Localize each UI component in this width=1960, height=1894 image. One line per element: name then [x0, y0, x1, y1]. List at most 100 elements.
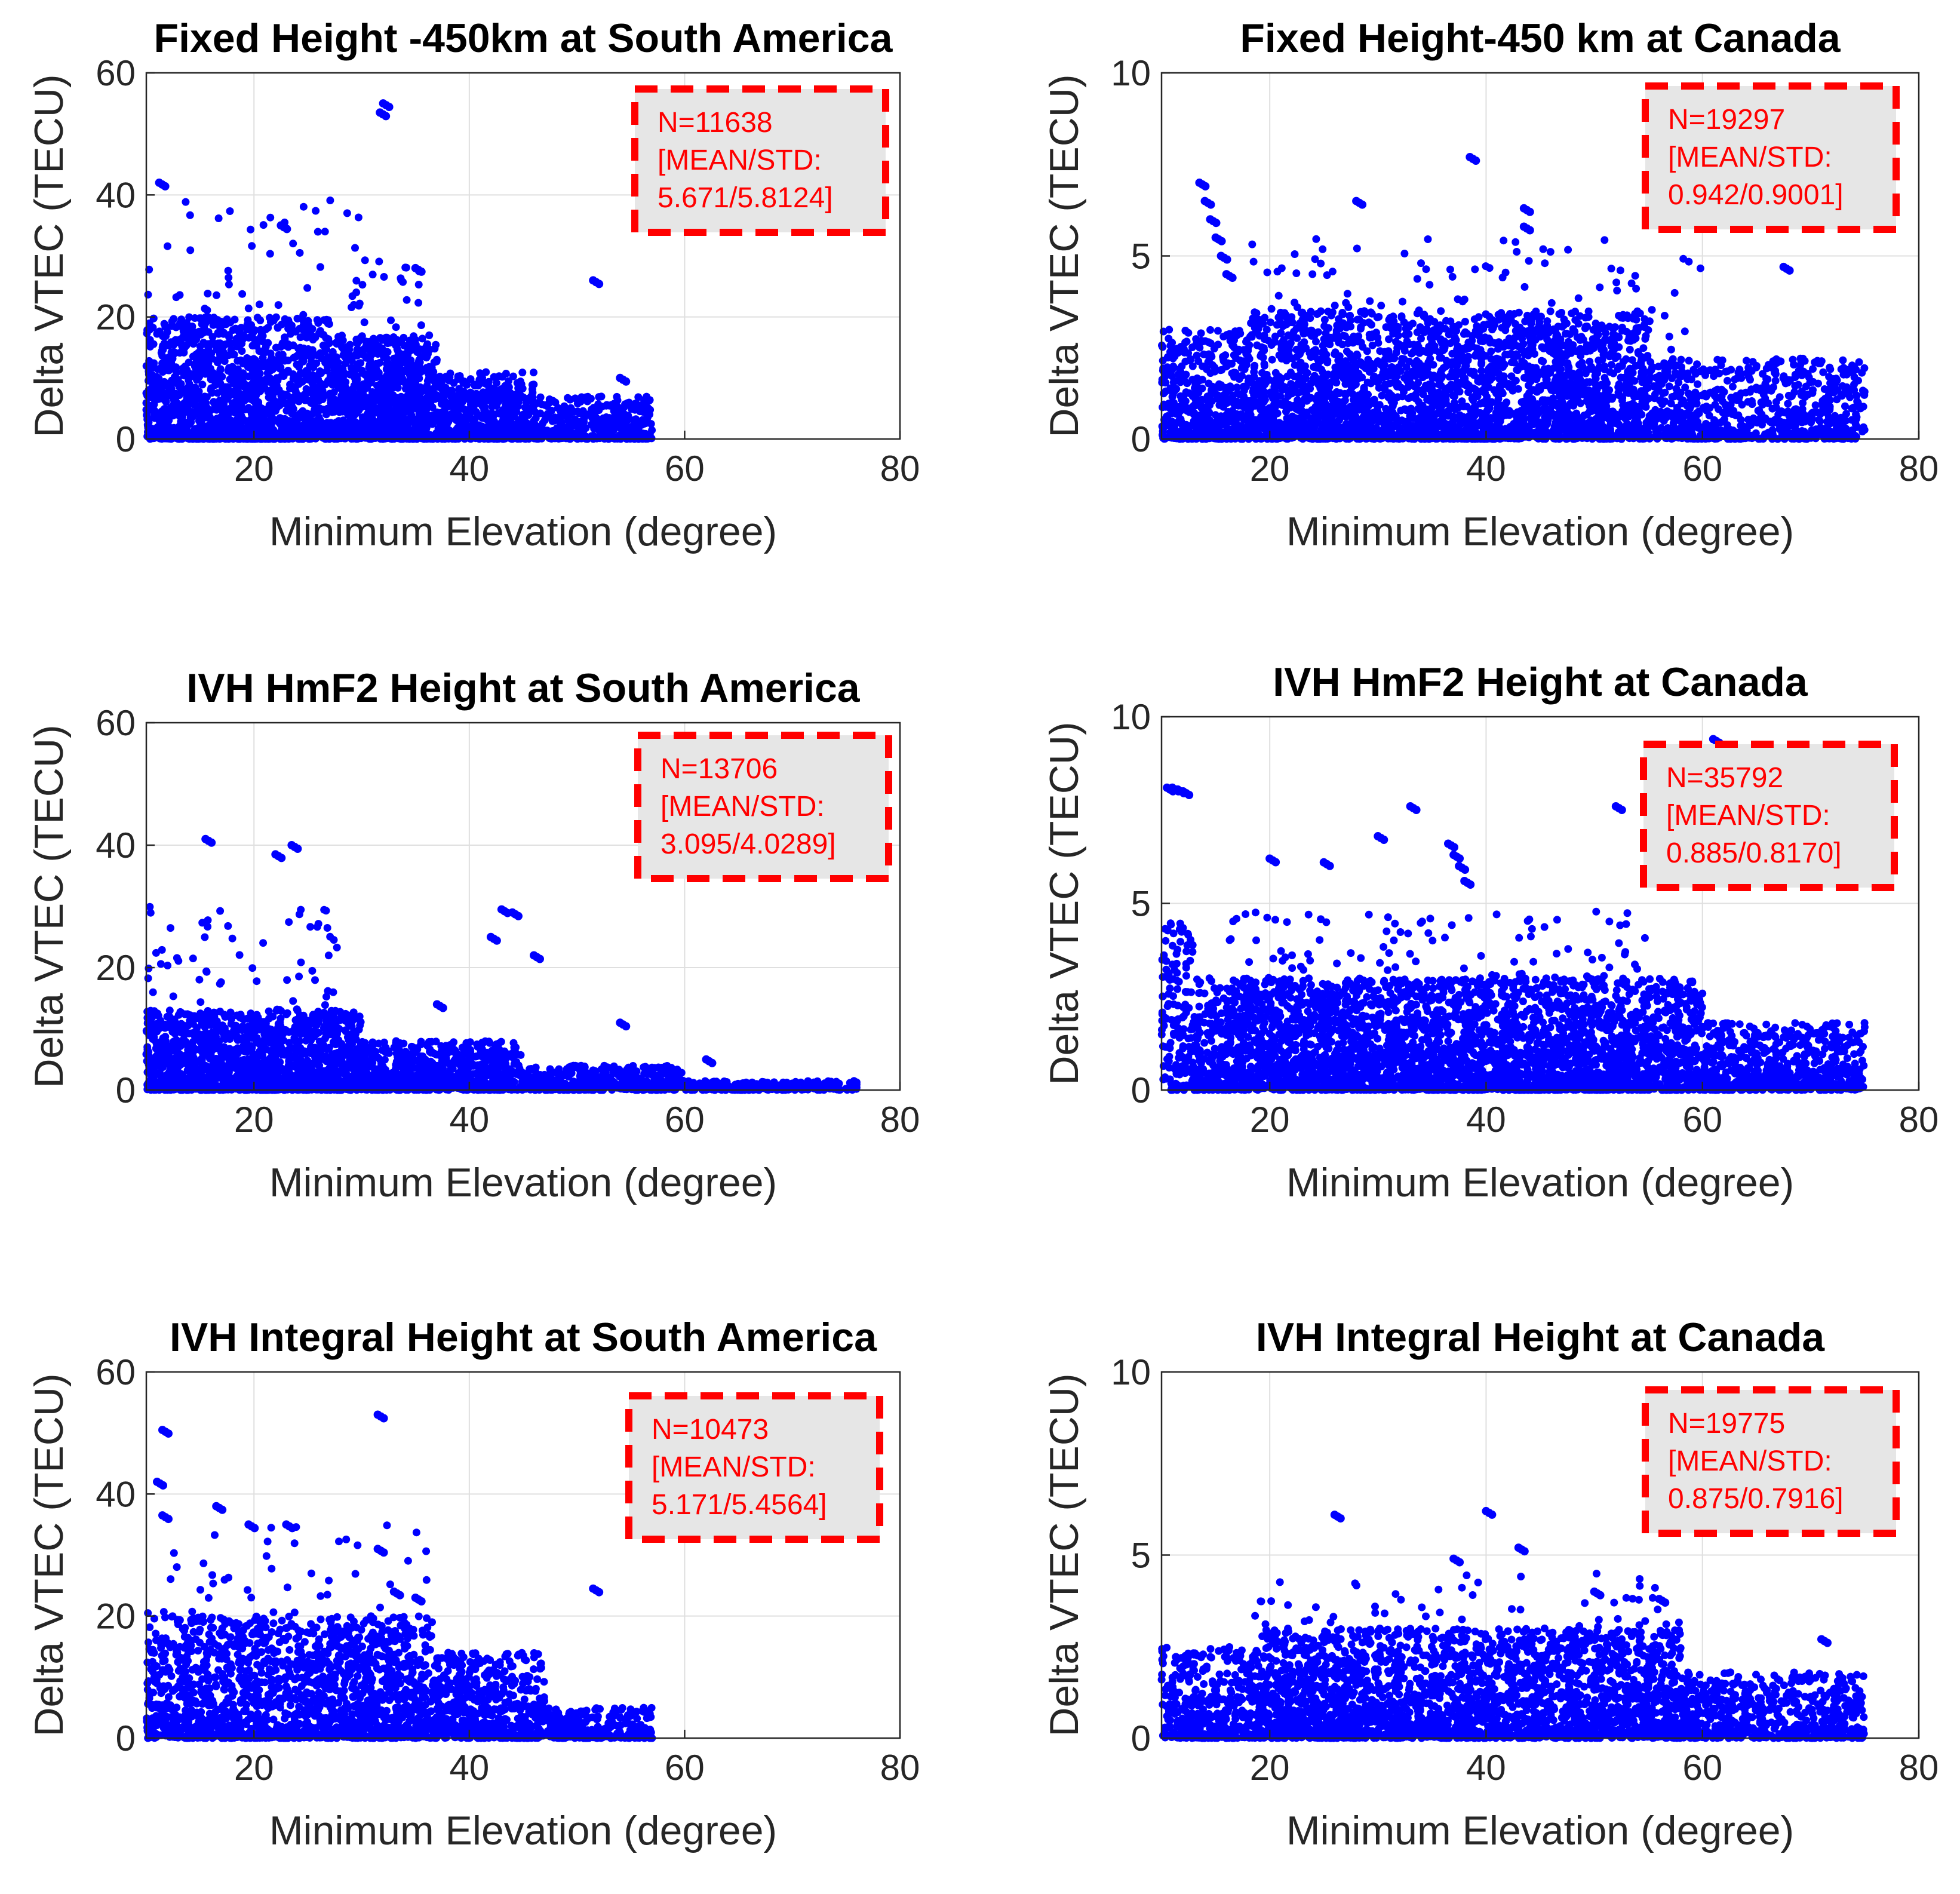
data-point: [158, 346, 166, 355]
data-point: [192, 389, 200, 397]
data-point: [162, 391, 170, 400]
data-point: [622, 377, 631, 386]
data-point: [1169, 354, 1177, 363]
data-point: [610, 434, 618, 442]
data-point: [165, 423, 173, 431]
data-point: [279, 392, 287, 401]
data-point: [321, 228, 329, 236]
data-point: [1211, 363, 1219, 372]
data-point: [385, 103, 394, 112]
data-point: [320, 331, 328, 339]
data-point: [392, 340, 401, 349]
data-point: [185, 420, 193, 428]
data-point: [208, 333, 217, 341]
data-point: [440, 397, 448, 405]
data-point: [190, 372, 198, 380]
data-point: [585, 410, 593, 418]
data-point: [444, 412, 452, 420]
data-point: [537, 400, 546, 409]
data-point: [1188, 376, 1196, 384]
y-tick-label: 60: [96, 53, 136, 93]
data-point: [470, 380, 478, 389]
data-point: [1224, 387, 1232, 395]
data-point: [1166, 342, 1175, 350]
x-tick-label: 80: [880, 449, 920, 489]
data-point: [260, 409, 269, 417]
data-point: [461, 413, 469, 421]
data-point: [202, 399, 210, 407]
data-point: [318, 395, 327, 403]
data-point: [1181, 327, 1190, 334]
data-point: [531, 420, 539, 429]
data-point: [207, 386, 215, 394]
data-point: [325, 429, 333, 438]
data-point: [395, 356, 403, 364]
data-point: [1184, 349, 1193, 357]
data-point: [427, 414, 435, 422]
data-point: [1182, 337, 1191, 346]
data-point: [562, 407, 570, 415]
data-point: [311, 406, 319, 414]
data-point: [1198, 395, 1206, 404]
data-point: [339, 336, 347, 345]
data-point: [359, 380, 367, 388]
data-point: [254, 399, 262, 407]
data-point: [206, 317, 214, 324]
data-point: [309, 363, 318, 372]
data-point: [361, 256, 369, 265]
data-point: [158, 383, 166, 391]
data-point: [530, 369, 537, 377]
data-point: [496, 409, 505, 417]
data-point: [1231, 327, 1239, 336]
data-point: [468, 404, 477, 413]
data-point: [1204, 338, 1212, 346]
data-point: [148, 383, 156, 391]
data-point: [202, 364, 211, 372]
data-point: [289, 240, 297, 248]
data-point: [188, 400, 196, 408]
data-point: [223, 383, 232, 391]
data-point: [156, 419, 164, 426]
data-point: [1236, 422, 1244, 430]
data-point: [207, 352, 214, 361]
data-point: [175, 383, 183, 391]
data-point: [224, 266, 232, 275]
data-point: [269, 426, 278, 434]
data-point: [509, 372, 517, 380]
data-point: [1206, 401, 1214, 409]
data-point: [623, 416, 631, 425]
data-point: [357, 349, 365, 358]
data-point: [480, 403, 489, 411]
data-point: [632, 415, 640, 423]
data-point: [405, 379, 413, 387]
data-point: [232, 324, 240, 333]
data-point: [176, 337, 184, 345]
data-point: [353, 375, 361, 383]
data-point: [486, 426, 494, 434]
data-point: [1232, 354, 1240, 362]
data-point: [179, 400, 188, 408]
data-point: [198, 380, 207, 389]
data-point: [248, 408, 256, 416]
data-point: [346, 370, 355, 378]
data-point: [500, 394, 508, 403]
data-point: [238, 290, 247, 298]
data-point: [343, 423, 351, 431]
data-point: [243, 320, 251, 329]
data-point: [299, 348, 308, 357]
data-point: [1219, 352, 1227, 361]
data-point: [1512, 376, 1520, 385]
data-point: [517, 380, 526, 388]
data-point: [429, 368, 438, 376]
data-point: [250, 382, 258, 390]
data-point: [595, 280, 604, 288]
data-point: [417, 321, 425, 329]
data-point: [326, 197, 334, 204]
data-point: [637, 420, 646, 429]
data-point: [296, 333, 305, 342]
data-point: [310, 333, 318, 341]
data-point: [251, 363, 259, 372]
data-point: [564, 394, 572, 402]
data-point: [371, 360, 380, 368]
data-point: [231, 404, 239, 412]
